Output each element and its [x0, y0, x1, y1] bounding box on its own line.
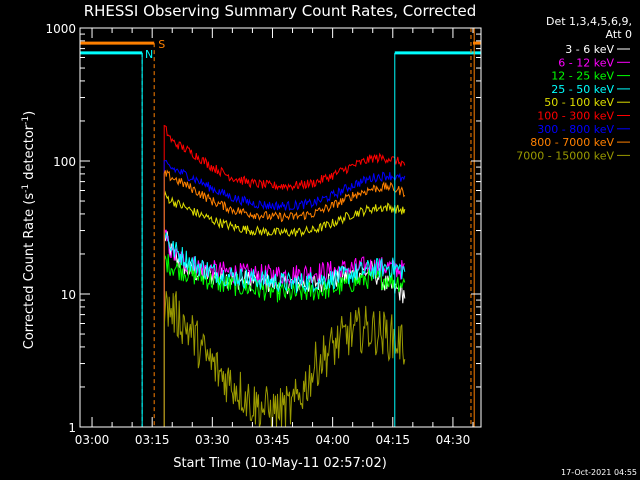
series-layer: [163, 124, 406, 428]
x-tick-label: 04:00: [315, 433, 350, 447]
legend-header-2: Att 0: [606, 28, 632, 41]
legend-label: 6 - 12 keV: [558, 56, 614, 69]
x-tick-label: 03:45: [255, 433, 290, 447]
y-tick-label: 10: [61, 288, 76, 302]
x-tick-label: 03:00: [75, 433, 110, 447]
legend-label: 12 - 25 keV: [551, 70, 614, 83]
legend-label: 7000 - 15000 keV: [516, 149, 614, 162]
y-axis-label: Corrected Count Rate (s-1 detector-1): [21, 111, 37, 349]
legend-label: 100 - 300 keV: [537, 110, 614, 123]
series-line: [163, 231, 406, 427]
plot-area: SN 03:00 03:15 03:30 03:45 04:00 04:15 04:30 1…: [45, 22, 482, 447]
date-stamp: 17-Oct-2021 04:55: [561, 468, 637, 477]
chart-title: RHESSI Observing Summary Count Rates, Co…: [84, 2, 477, 20]
x-tick-label: 04:30: [436, 433, 471, 447]
y-tick-label: 1000: [45, 22, 76, 36]
series-line: [163, 254, 406, 427]
series-line: [163, 169, 406, 427]
series-line: [163, 190, 406, 427]
series-line: [163, 291, 406, 428]
x-axis: 03:00 03:15 03:30 03:45 04:00 04:15 04:30: [75, 28, 474, 447]
saa-flag-label: S: [158, 38, 165, 51]
y-tick-label: 1: [68, 421, 76, 435]
y-axis: 1 10 100 1000: [45, 22, 481, 435]
legend-header-1: Det 1,3,4,5,6,9,: [546, 15, 632, 28]
legend-label: 3 - 6 keV: [565, 43, 614, 56]
legend-label: 25 - 50 keV: [551, 83, 614, 96]
series-line: [163, 159, 406, 427]
flag-layer: SN: [80, 28, 481, 427]
legend-label: 50 - 100 keV: [544, 96, 614, 109]
legend-label: 300 - 800 keV: [537, 123, 614, 136]
x-tick-label: 04:15: [375, 433, 410, 447]
plot-frame: [79, 27, 482, 428]
y-tick-label: 100: [53, 155, 76, 169]
x-tick-label: 03:15: [135, 433, 170, 447]
series-line: [163, 124, 406, 427]
legend-label: 800 - 7000 keV: [530, 136, 614, 149]
night-flag-label: N: [145, 48, 153, 61]
x-tick-label: 03:30: [195, 433, 230, 447]
x-axis-label: Start Time (10-May-11 02:57:02): [173, 456, 387, 471]
